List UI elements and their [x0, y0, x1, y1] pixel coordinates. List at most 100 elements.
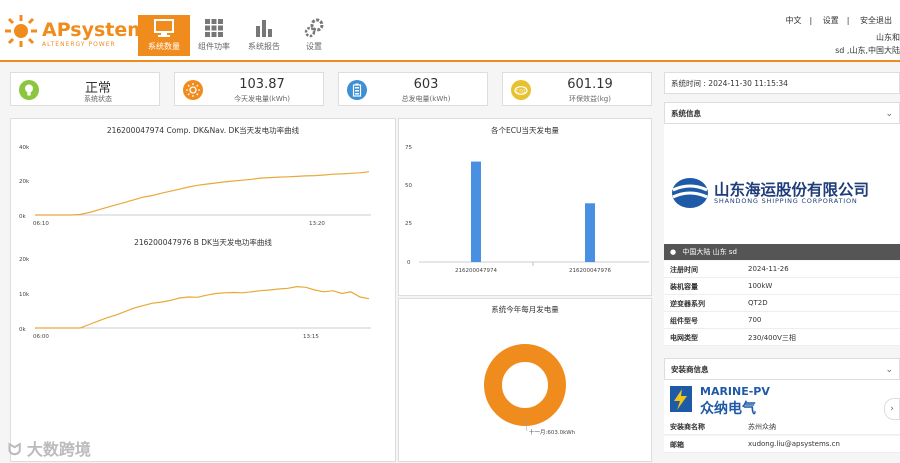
power-curve-panel: 216200047974 Comp. DK&Nav. DK当天发电功率曲线 40… [10, 118, 396, 462]
system-time: 系统时间 : 2024-11-30 11:15:34 [664, 72, 900, 94]
info-key: 组件型号 [670, 316, 698, 326]
donut-chart-title: 系统今年每月发电量 [399, 304, 651, 315]
stat-value: 603 [369, 77, 483, 92]
y-tick: 20k [19, 179, 30, 185]
nav-label: 设置 [306, 42, 322, 51]
brand-tagline: ALTENERGY POWER [42, 41, 116, 48]
grid-icon [203, 18, 225, 38]
sun-icon [183, 80, 203, 100]
nav-label: 组件功率 [198, 42, 230, 51]
system-info-header[interactable]: 系统信息 ⌄ [664, 102, 900, 124]
info-row: 装机容量 100kW [664, 278, 900, 295]
info-value: 100kW [748, 282, 772, 290]
system-info-title: 系统信息 [671, 109, 701, 118]
info-row: 电网类型 230/400V三相 [664, 329, 900, 346]
company-logo-icon [670, 176, 710, 210]
info-key: 安装商名称 [670, 422, 705, 432]
installer-logo-cn: 众纳电气 [700, 398, 756, 418]
x-tick: 216200047974 [455, 268, 497, 274]
svg-text:CO2: CO2 [516, 88, 526, 94]
installer-logo-area: MARINE-PV 众纳电气 [664, 380, 900, 418]
bar-ecu-1[interactable] [471, 162, 481, 262]
stat-label: 今天发电量(kWh) [205, 94, 319, 104]
donut-chart-svg: 十一月:603.0kWh [399, 315, 653, 463]
installer-logo-en: MARINE-PV [700, 385, 770, 398]
y-tick: 25 [405, 221, 412, 227]
x-tick: 06:10 [33, 221, 49, 227]
nav-item-system[interactable]: 系统数量 [138, 15, 190, 56]
info-value: 700 [748, 316, 761, 324]
info-value: xudong.liu@apsystems.cn [748, 440, 840, 448]
nav-label: 系统报告 [248, 42, 280, 51]
company-logo-area: 山东海运股份有限公司 SHANDONG SHIPPING CORPORATION [664, 124, 900, 244]
chart2-svg: 20k 10k 0k 06:00 13:15 [11, 247, 397, 347]
y-tick: 0k [19, 327, 26, 333]
info-value: QT2D [748, 299, 768, 307]
scroll-next-button[interactable]: › [884, 398, 900, 420]
top-links: 中文| 设置| 安全退出 [778, 15, 900, 26]
gear-icon [303, 18, 325, 38]
donut-slice-november[interactable] [493, 353, 557, 417]
x-tick: 06:00 [33, 334, 49, 340]
info-row: 组件型号 700 [664, 312, 900, 329]
y-tick: 40k [19, 145, 30, 151]
info-key: 电网类型 [670, 333, 698, 343]
nav-item-settings[interactable]: 设置 [288, 15, 340, 57]
info-key: 装机容量 [670, 282, 698, 292]
stat-label: 系统状态 [41, 94, 155, 104]
chevron-down-icon[interactable]: ⌄ [885, 103, 893, 125]
y-tick: 0k [19, 214, 26, 220]
bar-ecu-2[interactable] [585, 203, 595, 262]
chart1-svg: 40k 20k 0k 06:10 13:20 [11, 135, 397, 235]
info-key: 逆变器系列 [670, 299, 705, 309]
stat-card-today-energy: 103.87 今天发电量(kWh) [174, 72, 324, 106]
x-tick: 216200047976 [569, 268, 611, 274]
bar-chart-svg: 75 50 25 0 216200047974 216200047976 [399, 135, 653, 295]
watermark-text: 大数跨境 [27, 440, 91, 459]
x-tick: 13:15 [303, 334, 319, 340]
location-line1: 山东和 [876, 32, 900, 43]
installer-logo-icon [666, 384, 696, 414]
y-tick: 75 [405, 145, 412, 151]
header: APsystems ALTENERGY POWER 系统数量 组件功率 系统报告 [0, 0, 900, 62]
info-value: 2024-11-26 [748, 265, 789, 273]
co2-icon: CO2 [511, 80, 531, 100]
location-bar: ● 中国大陆 山东 sd [664, 244, 900, 260]
installer-info-header[interactable]: 安装商信息 ⌄ [664, 358, 900, 380]
stat-card-status: 正常 系统状态 [10, 72, 160, 106]
ecu-energy-panel: 各个ECU当天发电量 75 50 25 0 216200047974 21620… [398, 118, 652, 296]
y-tick: 0 [407, 260, 411, 266]
logout-link[interactable]: 安全退出 [860, 16, 892, 25]
chart1-series-line [35, 172, 369, 215]
location-line2: sd ,山东,中国大陆 [835, 45, 900, 56]
info-value: 230/400V三相 [748, 333, 796, 343]
map-pin-icon: ● [670, 248, 676, 256]
apsystems-logo[interactable]: APsystems ALTENERGY POWER [4, 12, 124, 52]
info-row: 注册时间 2024-11-26 [664, 261, 900, 278]
bar-chart-icon [253, 18, 275, 38]
company-name-en: SHANDONG SHIPPING CORPORATION [714, 197, 858, 205]
battery-icon [347, 80, 367, 100]
watermark-logo-icon: ᗢ [8, 440, 21, 459]
nav-item-module-power[interactable]: 组件功率 [188, 15, 240, 57]
stat-card-total-energy: 603 总发电量(kWh) [338, 72, 488, 106]
language-link[interactable]: 中文 [786, 16, 802, 25]
stat-label: 环保效益(kg) [533, 94, 647, 104]
nav-item-report[interactable]: 系统报告 [238, 15, 290, 57]
stat-value: 103.87 [205, 77, 319, 92]
info-value: 苏州众纳 [748, 422, 776, 432]
monthly-energy-panel: 系统今年每月发电量 十一月:603.0kWh [398, 298, 652, 462]
settings-link[interactable]: 设置 [823, 16, 839, 25]
installer-info-title: 安装商信息 [671, 365, 709, 374]
info-row: 安装商名称 苏州众纳 [664, 418, 900, 435]
monitor-icon [153, 18, 175, 38]
bulb-icon [19, 80, 39, 100]
info-key: 注册时间 [670, 265, 698, 275]
stat-value: 601.19 [533, 77, 647, 92]
chevron-down-icon[interactable]: ⌄ [885, 359, 893, 381]
info-row: 逆变器系列 QT2D [664, 295, 900, 312]
stat-card-eco-benefit: CO2 601.19 环保效益(kg) [502, 72, 652, 106]
chart2-series-line [35, 287, 369, 328]
y-tick: 20k [19, 257, 30, 263]
